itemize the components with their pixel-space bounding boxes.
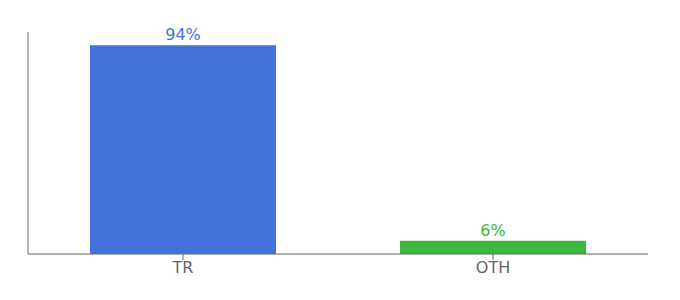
svg-text:OTH: OTH (476, 258, 510, 277)
svg-text:TR: TR (172, 258, 194, 277)
svg-text:94%: 94% (165, 25, 201, 44)
svg-text:6%: 6% (480, 221, 505, 240)
